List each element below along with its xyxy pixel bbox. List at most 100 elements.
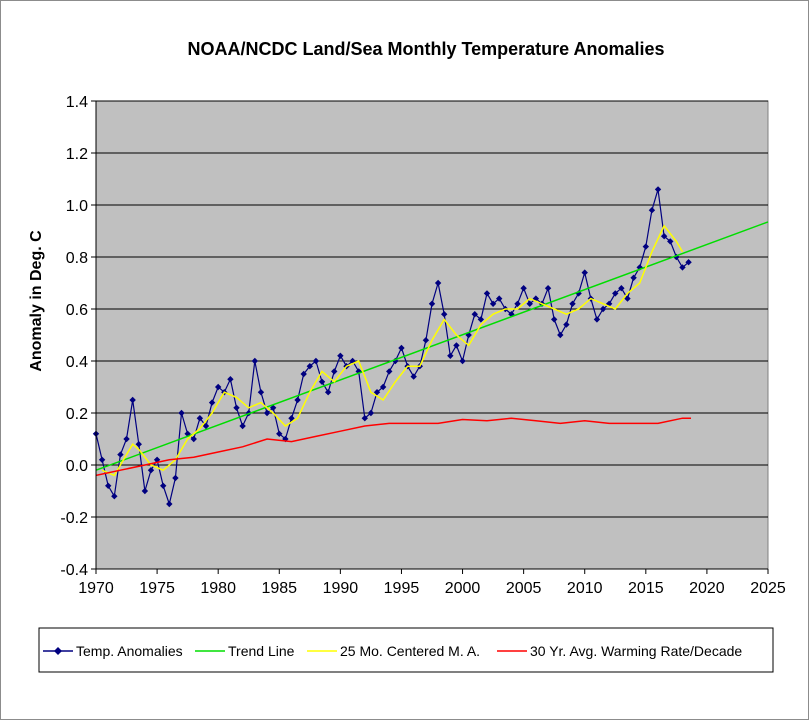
data-point-marker	[654, 186, 662, 193]
data-point-marker	[160, 482, 167, 489]
data-point-marker	[251, 357, 259, 365]
data-point-marker	[306, 363, 314, 370]
x-tick-label: 1995	[384, 580, 420, 597]
data-point-marker	[166, 500, 173, 508]
data-point-marker	[129, 396, 136, 404]
series-temp-anomalies	[92, 186, 692, 508]
series-25-mo-centered-m-a	[101, 224, 684, 477]
data-point-marker	[581, 269, 588, 276]
axes: -0.4 -0.2 0.0 0.2 0.4 0.6 0.8 1.0 1.2 1.4 1970 1975…	[60, 94, 785, 597]
y-tick-label: 0.6	[66, 302, 88, 319]
data-point-marker	[624, 295, 631, 302]
data-point-marker	[569, 300, 576, 307]
data-point-marker	[147, 467, 155, 474]
data-point-marker	[288, 415, 295, 422]
data-point-marker	[331, 368, 338, 375]
data-point-marker	[269, 404, 277, 411]
data-point-marker	[618, 285, 625, 292]
data-point-marker	[263, 409, 271, 417]
data-point-marker	[300, 370, 307, 378]
series-line	[95, 221, 769, 471]
data-point-marker	[361, 415, 368, 422]
series-line	[101, 224, 684, 477]
data-point-marker	[312, 357, 320, 365]
legend-item-temp-anomalies: Temp. Anomalies	[43, 643, 183, 659]
data-point-marker	[410, 373, 417, 380]
x-tick-label: 2025	[750, 580, 786, 597]
x-tick-label: 1980	[200, 580, 236, 597]
data-point-marker	[447, 352, 454, 359]
data-point-marker	[453, 342, 460, 349]
series-30-yr-avg-warming-rate-decade	[95, 417, 691, 477]
data-point-marker	[190, 435, 197, 443]
data-point-marker	[514, 300, 521, 307]
legend-marker	[54, 647, 62, 655]
x-tick-label: 1990	[323, 580, 359, 597]
x-tick-label: 1970	[78, 580, 114, 597]
x-tick-label: 2015	[628, 580, 664, 597]
data-point-marker	[337, 352, 344, 359]
data-point-marker	[496, 295, 503, 302]
data-point-marker	[208, 399, 216, 406]
data-point-marker	[398, 344, 405, 352]
data-point-marker	[257, 389, 265, 396]
data-point-marker	[196, 415, 204, 422]
data-point-marker	[276, 430, 283, 437]
plot-area	[95, 100, 769, 570]
x-tick-label: 2020	[689, 580, 725, 597]
data-point-marker	[227, 376, 234, 383]
data-point-marker	[550, 316, 558, 323]
data-point-marker	[123, 435, 130, 443]
data-point-marker	[386, 368, 393, 375]
y-tick-label: 0.2	[66, 406, 88, 423]
data-point-marker	[367, 409, 375, 417]
data-point-marker	[141, 487, 149, 495]
series-line	[95, 189, 689, 507]
y-tick-label: 0.4	[66, 354, 88, 371]
y-tick-label: 1.2	[66, 146, 88, 163]
x-tick-label: 1985	[261, 580, 297, 597]
series-layer	[92, 186, 769, 508]
y-tick-label: 0.8	[66, 250, 88, 267]
data-point-marker	[648, 207, 656, 214]
data-point-marker	[667, 238, 674, 245]
legend: Temp. Anomalies Trend Line 25 Mo. Centered…	[43, 643, 742, 659]
series-trend-line	[95, 221, 769, 471]
x-tick-label: 2000	[445, 580, 481, 597]
y-tick-label: 1.4	[66, 94, 88, 111]
data-point-marker	[105, 482, 112, 489]
y-tick-label: 1.0	[66, 198, 88, 215]
data-point-marker	[178, 409, 185, 417]
data-point-marker	[660, 233, 668, 240]
data-point-marker	[612, 290, 619, 297]
x-tick-label: 1975	[139, 580, 175, 597]
data-point-marker	[434, 279, 442, 287]
legend-label: Trend Line	[228, 643, 295, 659]
data-point-marker	[318, 378, 326, 385]
data-point-marker	[532, 295, 540, 302]
data-point-marker	[98, 456, 106, 463]
x-tick-label: 2010	[567, 580, 603, 597]
data-point-marker	[202, 422, 210, 430]
data-point-marker	[544, 285, 552, 292]
data-point-marker	[214, 383, 222, 391]
data-point-marker	[483, 290, 491, 297]
legend-label: Temp. Anomalies	[76, 643, 183, 659]
data-point-marker	[441, 311, 448, 318]
data-point-marker	[679, 264, 686, 271]
data-point-marker	[294, 396, 301, 404]
data-point-marker	[233, 404, 240, 411]
data-point-marker	[459, 357, 466, 365]
data-point-marker	[599, 305, 607, 313]
data-point-marker	[153, 456, 161, 463]
data-point-marker	[172, 474, 179, 482]
y-axis-label: Anomaly in Deg. C	[28, 230, 45, 372]
x-tick-label: 2005	[506, 580, 542, 597]
data-point-marker	[557, 331, 564, 339]
data-point-marker	[520, 285, 527, 292]
data-point-marker	[605, 300, 613, 307]
data-point-marker	[373, 389, 381, 396]
data-point-marker	[111, 493, 118, 500]
